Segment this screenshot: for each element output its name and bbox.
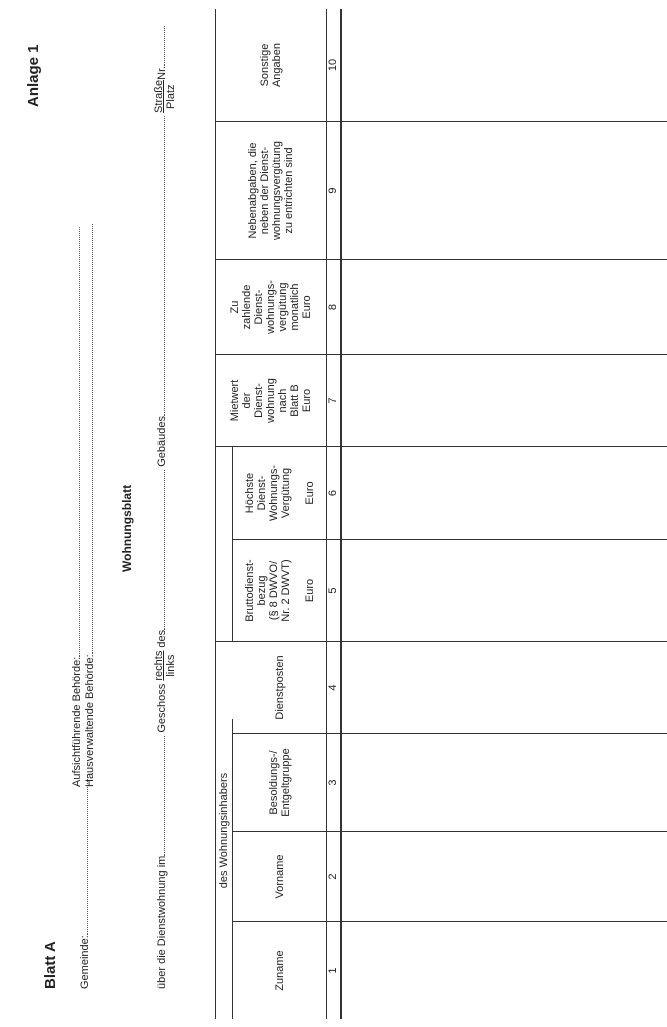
col-header-bruttodienstbezug: Bruttodienst- bezug (§ 8 DWVO/ Nr. 2 DWV… — [243, 559, 316, 622]
col-number-7: 7 — [327, 397, 339, 404]
group-header: des Wohnungsinhabers — [218, 772, 230, 889]
col-number-6: 6 — [327, 489, 339, 497]
col-header-hoechste-verguetung: Höchste Dienst- Wohnungs- Vergütung Euro — [243, 464, 316, 522]
col-header-zu-zahlende: Zu zahlende Dienst- wohnungs- vergütung … — [229, 280, 313, 334]
col-header-mietwert: Mietwert der Dienst- wohnung nach Blatt … — [229, 378, 313, 423]
col-number-2: 2 — [327, 873, 339, 880]
col-header-vorname: Vorname — [273, 854, 286, 899]
number-row-bottom-line — [340, 9, 342, 1019]
col-header-nebenabgaben: Nebenabgaben, die neben der Dienst- wohn… — [247, 140, 295, 241]
col-number-8: 8 — [327, 303, 339, 311]
col-number-10: 10 — [327, 58, 339, 72]
col-number-1: 1 — [327, 967, 339, 974]
col-number-5: 5 — [327, 587, 339, 594]
col-number-9: 9 — [327, 187, 339, 194]
col-header-dienstposten: Dienstposten — [273, 655, 286, 720]
col-header-besoldung: Besoldungs-/ Entgeltgruppe — [267, 748, 292, 817]
col-header-zuname: Zuname — [273, 950, 286, 991]
col-number-3: 3 — [327, 779, 339, 786]
col-header-sonstige: Sonstige Angaben — [259, 42, 283, 88]
col-number-4: 4 — [327, 684, 339, 691]
